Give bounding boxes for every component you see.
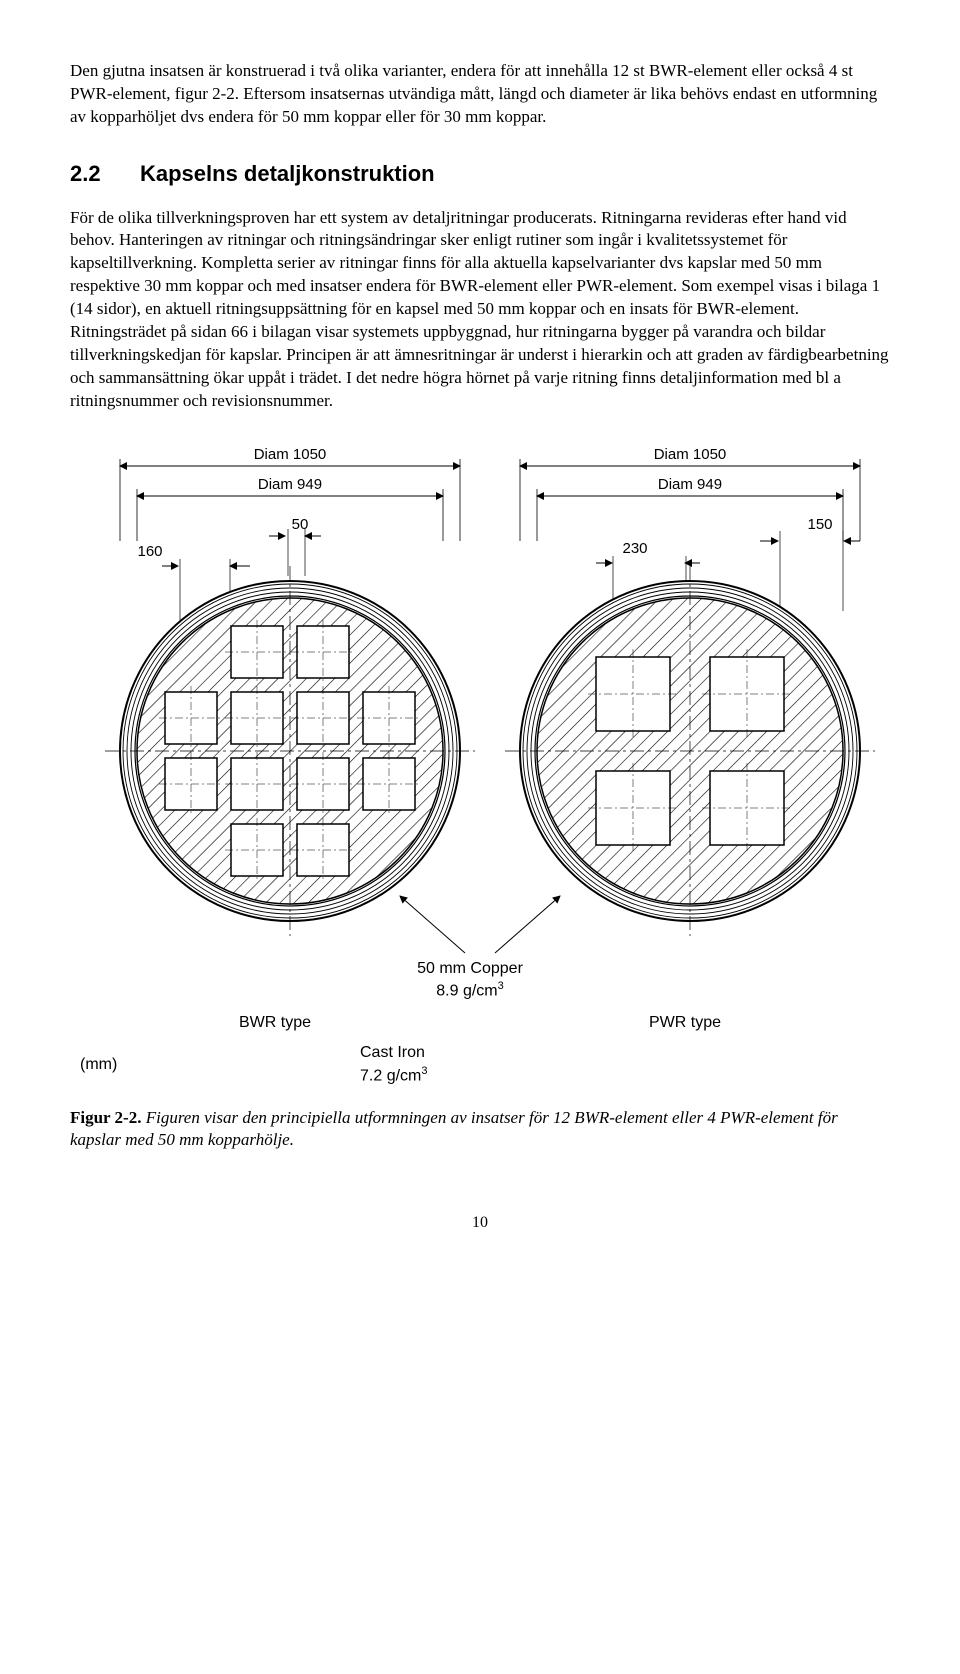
dim-square-left: 160 — [137, 543, 162, 560]
dim-outer-left: Diam 1050 — [254, 446, 327, 463]
figure-2-2: Diam 1050 Diam 949 50 160 — [70, 441, 890, 1087]
intro-paragraph: Den gjutna insatsen är konstruerad i två… — [70, 60, 890, 129]
body-paragraph: För de olika tillverkningsproven har ett… — [70, 207, 890, 413]
figure-caption: Figur 2-2. Figuren visar den principiell… — [70, 1107, 890, 1153]
canister-diagram: Diam 1050 Diam 949 50 160 — [70, 441, 890, 1001]
section-heading: 2.2Kapselns detaljkonstruktion — [70, 159, 890, 189]
dim-outer-right: Diam 1050 — [654, 446, 727, 463]
castiron-label: Cast Iron 7.2 g/cm3 — [360, 1042, 427, 1087]
bwr-type-label: BWR type — [70, 1012, 480, 1034]
dim-inner-left: Diam 949 — [258, 476, 322, 493]
pwr-type-label: PWR type — [480, 1012, 890, 1034]
section-title: Kapselns detaljkonstruktion — [140, 161, 435, 186]
unit-label: (mm) — [80, 1054, 200, 1076]
page-number: 10 — [70, 1212, 890, 1234]
dim-inner-right: Diam 949 — [658, 476, 722, 493]
dim-thickness-left: 50 — [292, 516, 309, 533]
section-number: 2.2 — [70, 159, 140, 189]
dim-thickness-right: 150 — [807, 516, 832, 533]
dim-square-right: 230 — [622, 540, 647, 557]
